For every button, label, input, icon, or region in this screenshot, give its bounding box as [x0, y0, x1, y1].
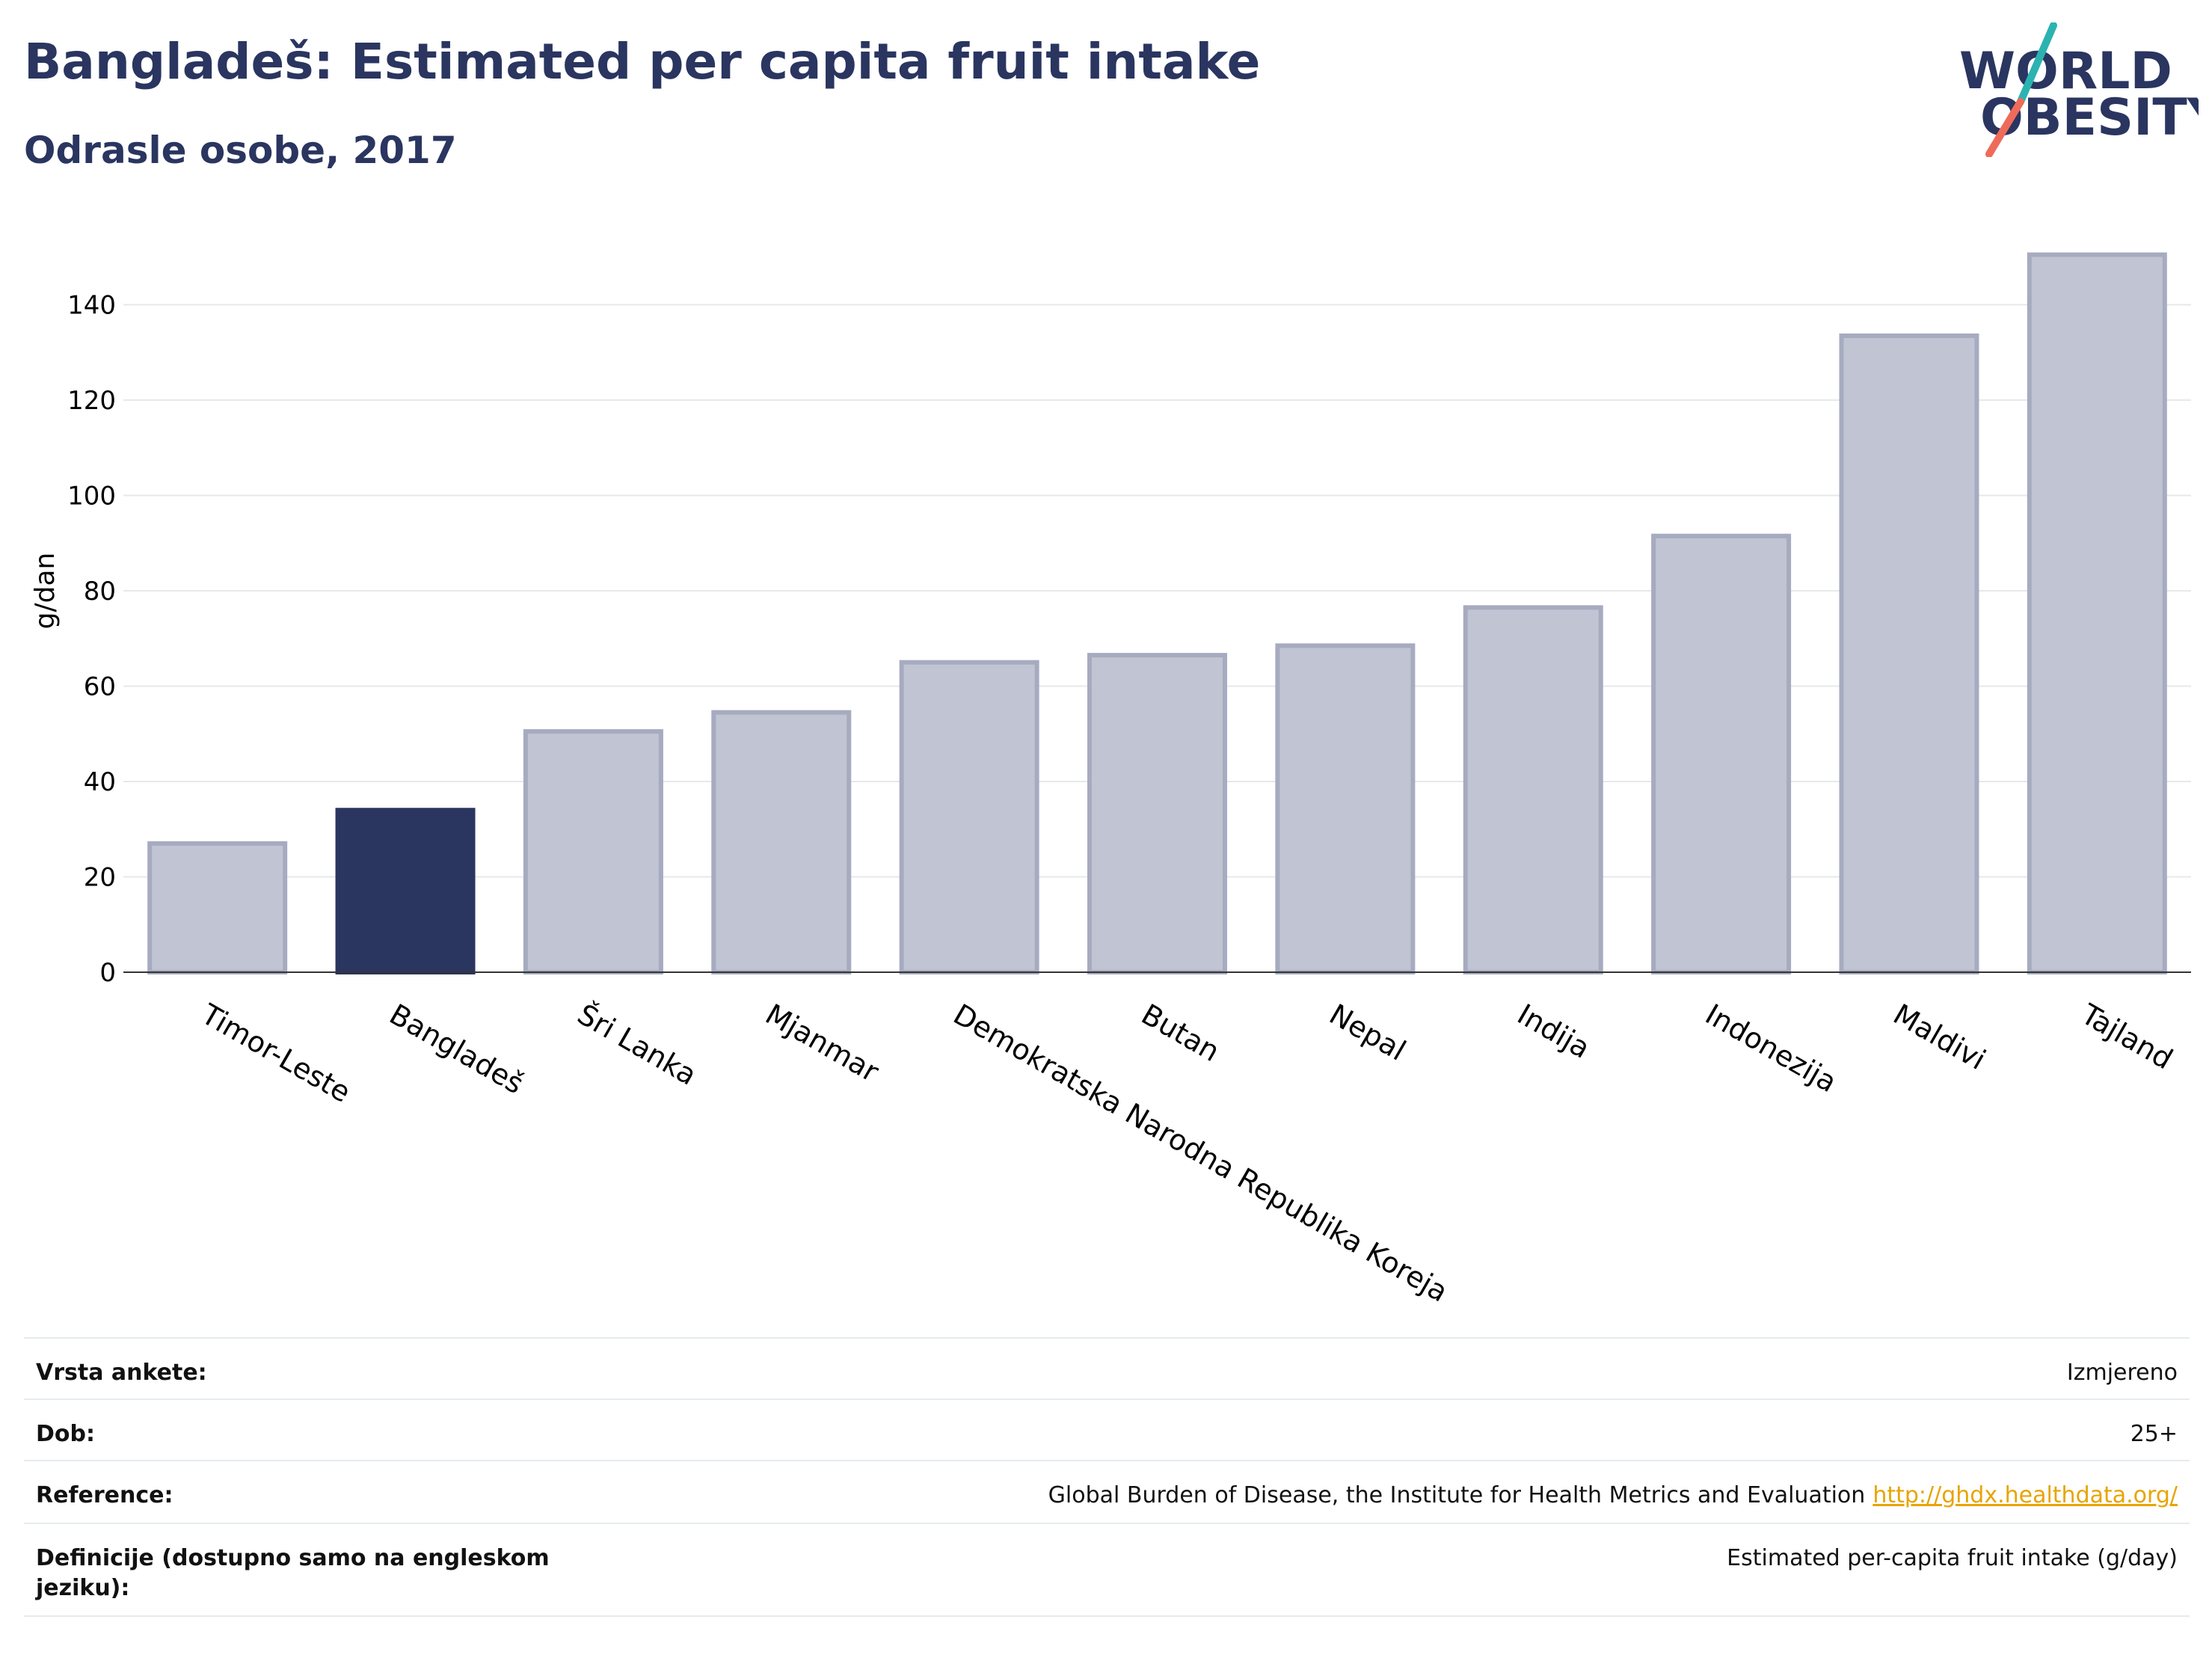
y-tick-label: 40	[84, 767, 116, 797]
world-obesity-logo: WORLD OBESITY	[1959, 22, 2199, 157]
x-tick-label: Tajland	[2075, 997, 2178, 1075]
x-tick-label: Bangladeš	[384, 998, 529, 1100]
bars	[147, 252, 2167, 974]
y-tick-label: 20	[84, 863, 116, 893]
reference-label: Reference:	[36, 1482, 173, 1508]
bar-maldivi[interactable]	[1839, 333, 1979, 974]
y-tick-label: 60	[84, 672, 116, 702]
x-tick-label: Butan	[1136, 998, 1225, 1068]
survey-type-label: Vrsta ankete:	[36, 1360, 207, 1386]
reference-value: Global Burden of Disease, the Institute …	[1048, 1481, 2178, 1511]
y-tick-labels: 0 20 40 60 80 100 120 140	[67, 291, 116, 989]
y-tick-label: 0	[99, 958, 116, 988]
age-label: Dob:	[36, 1421, 95, 1447]
x-tick-labels: Timor-Leste Bangladeš Šri Lanka Mjanmar Demo…	[195, 997, 2178, 1308]
x-tick-label: Timor-Leste	[195, 997, 356, 1108]
info-table: Vrsta ankete: Izmjereno Dob: 25+ Referen…	[24, 1337, 2190, 1617]
logo-slash-coral	[1985, 98, 2024, 157]
y-tick-label: 100	[67, 482, 116, 512]
bar-bangladeš[interactable]	[335, 808, 476, 974]
age-value: 25+	[2130, 1421, 2178, 1447]
x-tick-label: Indija	[1512, 998, 1596, 1065]
reference-link[interactable]: http://ghdx.healthdata.org/	[1872, 1482, 2178, 1508]
y-axis-label: g/dan	[30, 553, 61, 630]
bar-tajland[interactable]	[2027, 252, 2167, 974]
bar-chart: 0 20 40 60 80 100 120 140 Timor-Leste Bangladeš Š…	[30, 252, 2191, 1309]
bar-demokratska-narodna-republika-koreja[interactable]	[899, 660, 1039, 974]
bar-timor-leste[interactable]	[147, 841, 288, 974]
bar-indonezija[interactable]	[1651, 533, 1792, 974]
bar-indija[interactable]	[1463, 605, 1603, 974]
x-tick-label: Indonezija	[1700, 998, 1842, 1099]
x-tick-label: Šri Lanka	[572, 998, 702, 1092]
survey-type-value: Izmjereno	[2066, 1360, 2178, 1386]
y-tick-label: 80	[84, 577, 116, 607]
y-tick-label: 140	[67, 291, 116, 321]
definitions-value: Estimated per-capita fruit intake (g/day…	[1727, 1545, 2178, 1571]
info-row-age: Dob: 25+	[24, 1398, 2190, 1460]
definitions-label: Definicije (dostupno samo na engleskom j…	[36, 1545, 550, 1601]
bar-mjanmar[interactable]	[711, 710, 852, 974]
bar-butan[interactable]	[1087, 653, 1227, 974]
bar-nepal[interactable]	[1275, 643, 1416, 974]
bar-šri-lanka[interactable]	[523, 729, 663, 974]
x-tick-label: Mjanmar	[760, 998, 885, 1089]
chart-subtitle: Odrasle osobe, 2017	[24, 129, 457, 172]
reference-text: Global Burden of Disease, the Institute …	[1048, 1482, 1866, 1508]
x-tick-label: Nepal	[1324, 998, 1411, 1067]
info-row-survey-type: Vrsta ankete: Izmjereno	[24, 1337, 2190, 1398]
x-tick-label: Maldivi	[1887, 998, 1991, 1076]
info-row-reference: Reference: Global Burden of Disease, the…	[24, 1460, 2190, 1523]
logo-slash-teal	[2017, 22, 2057, 105]
y-tick-label: 120	[67, 386, 116, 416]
logo-text-world: WORLD	[1959, 42, 2172, 101]
logo-text-obesity: OBESITY	[1980, 88, 2199, 147]
chart-title: Bangladeš: Estimated per capita fruit in…	[24, 33, 1261, 90]
info-row-definitions: Definicije (dostupno samo na engleskom j…	[24, 1523, 2190, 1617]
